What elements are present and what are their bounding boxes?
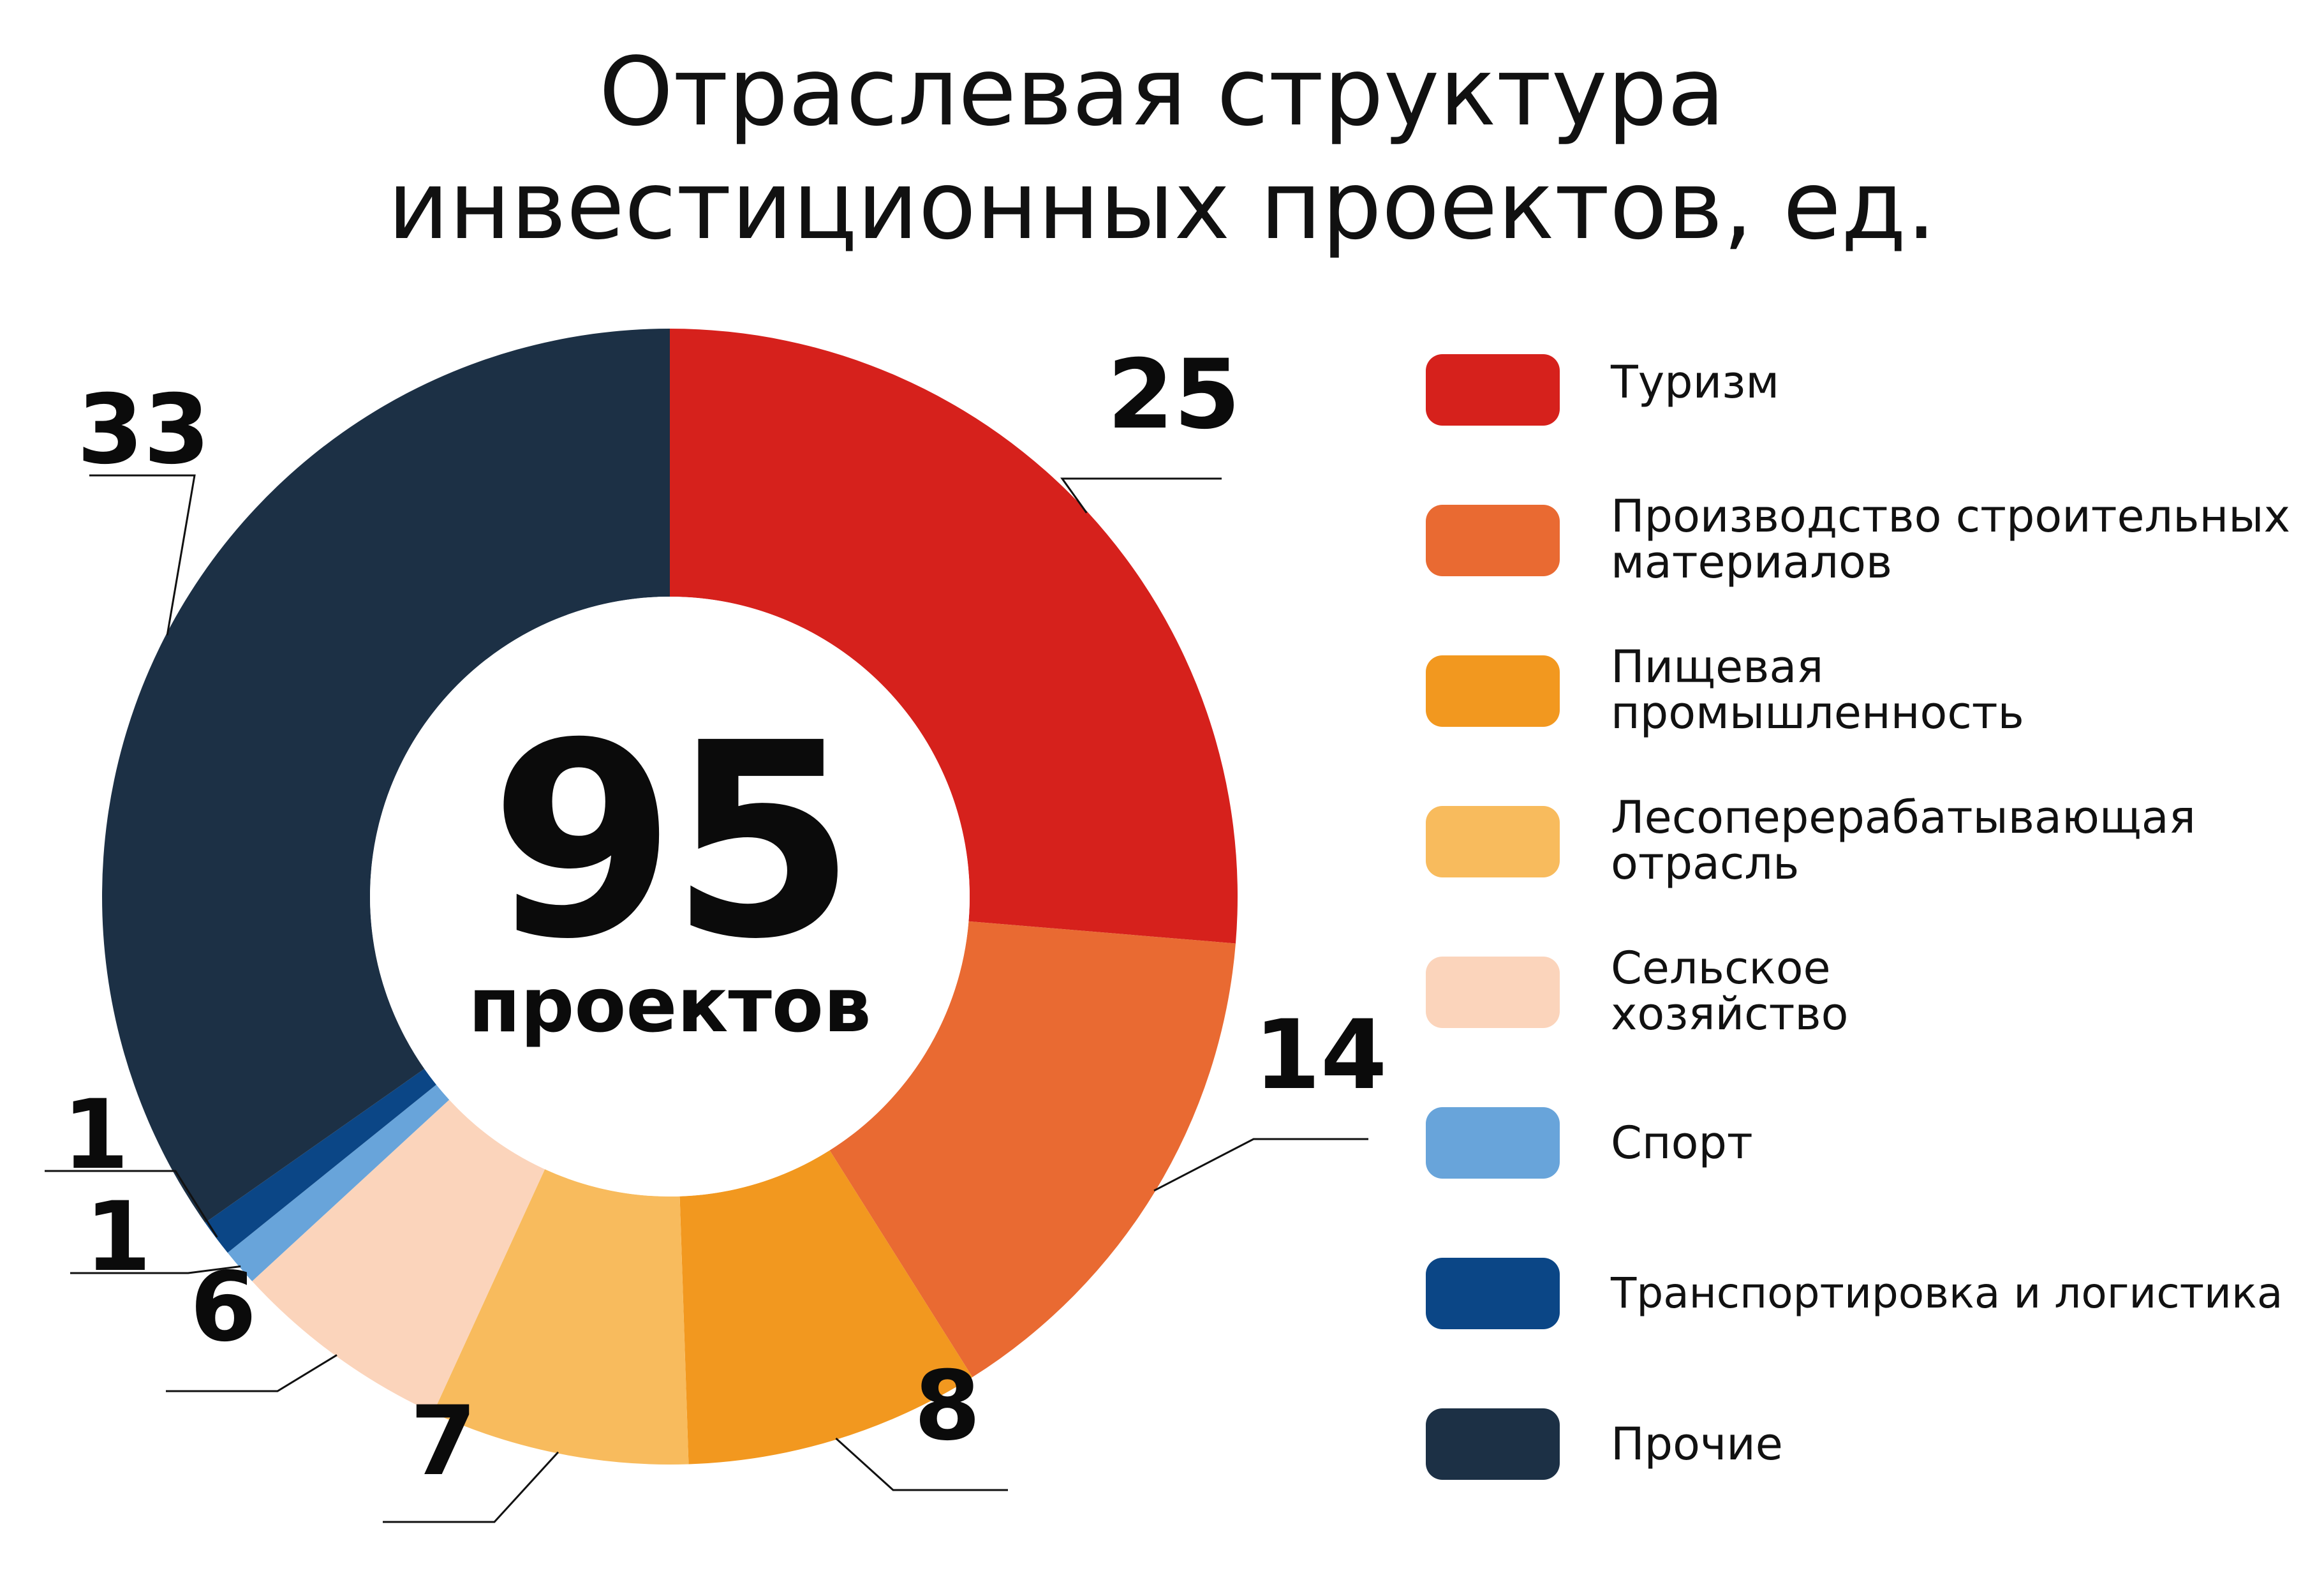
legend-swatch: [1426, 1258, 1560, 1329]
chart-title: Отраслевая структура инвестиционных прое…: [0, 35, 2324, 262]
slice-2: [679, 1150, 973, 1465]
leader-line-3: [383, 1451, 559, 1523]
chart-title-line-1: Отраслевая структура: [598, 37, 1726, 147]
slice-3: [433, 1169, 689, 1465]
legend-label: Сельское хозяйство: [1611, 942, 1849, 1040]
legend-label: Туризм: [1611, 356, 1780, 408]
data-label-6: 1: [63, 1080, 129, 1191]
legend-label: Спорт: [1611, 1117, 1753, 1169]
legend-item-sport: Спорт: [1426, 1107, 2319, 1209]
legend-label: Транспортировка и логистика: [1611, 1269, 2283, 1318]
donut-slices: [102, 329, 1238, 1465]
legend-item-building-materials: Производство строительных материалов: [1426, 493, 2319, 607]
donut-hole: [370, 597, 970, 1197]
leader-line-7: [89, 474, 196, 636]
slice-0: [670, 329, 1238, 944]
slice-1: [829, 921, 1236, 1378]
data-label-2: 8: [914, 1351, 981, 1462]
data-label-5: 1: [85, 1182, 151, 1293]
legend-item-agriculture: Сельское хозяйство: [1426, 945, 2319, 1059]
data-label-3: 7: [410, 1386, 477, 1497]
legend-item-food-industry: Пищевая промышленность: [1426, 644, 2319, 757]
leader-line-4: [166, 1354, 337, 1392]
leader-line-0: [1060, 477, 1222, 514]
legend-label: Производство строительных материалов: [1611, 490, 2291, 588]
legend-label: Пищевая промышленность: [1611, 641, 2024, 739]
data-label-0: 25: [1107, 339, 1241, 451]
legend-item-transport-logistics: Транспортировка и логистика: [1426, 1258, 2319, 1360]
legend-item-other: Прочие: [1426, 1408, 2319, 1510]
legend-item-timber-processing: Лесоперерабатывающая отрасль: [1426, 794, 2319, 908]
leader-line-1: [1153, 1138, 1368, 1192]
slice-6: [205, 1068, 436, 1253]
data-label-4: 6: [190, 1252, 256, 1363]
legend-swatch: [1426, 655, 1560, 727]
legend-swatch: [1426, 354, 1560, 426]
slice-4: [252, 1100, 545, 1413]
legend-swatch: [1426, 1408, 1560, 1480]
leader-line-2: [835, 1437, 1008, 1491]
legend-swatch: [1426, 957, 1560, 1028]
leader-line-5: [70, 1265, 241, 1274]
data-labels: 25 14 8 7 611 33: [63, 339, 1388, 1497]
leader-lines: [45, 474, 1368, 1523]
center-total-caption: проектов: [468, 961, 871, 1049]
legend-label: Прочие: [1611, 1418, 1783, 1470]
legend-swatch: [1426, 806, 1560, 877]
slice-5: [227, 1084, 450, 1281]
chart-title-line-2: инвестиционных проектов, ед.: [387, 151, 1937, 260]
data-label-7: 33: [77, 375, 211, 486]
center-total-value: 95: [489, 686, 856, 998]
legend-label: Лесоперерабатывающая отрасль: [1611, 791, 2196, 890]
legend-swatch: [1426, 1107, 1560, 1179]
leader-line-6: [45, 1170, 218, 1238]
legend-item-tourism: Туризм: [1426, 354, 2319, 456]
legend-swatch: [1426, 505, 1560, 576]
data-label-1: 14: [1254, 1000, 1388, 1111]
slice-7: [102, 329, 670, 1223]
